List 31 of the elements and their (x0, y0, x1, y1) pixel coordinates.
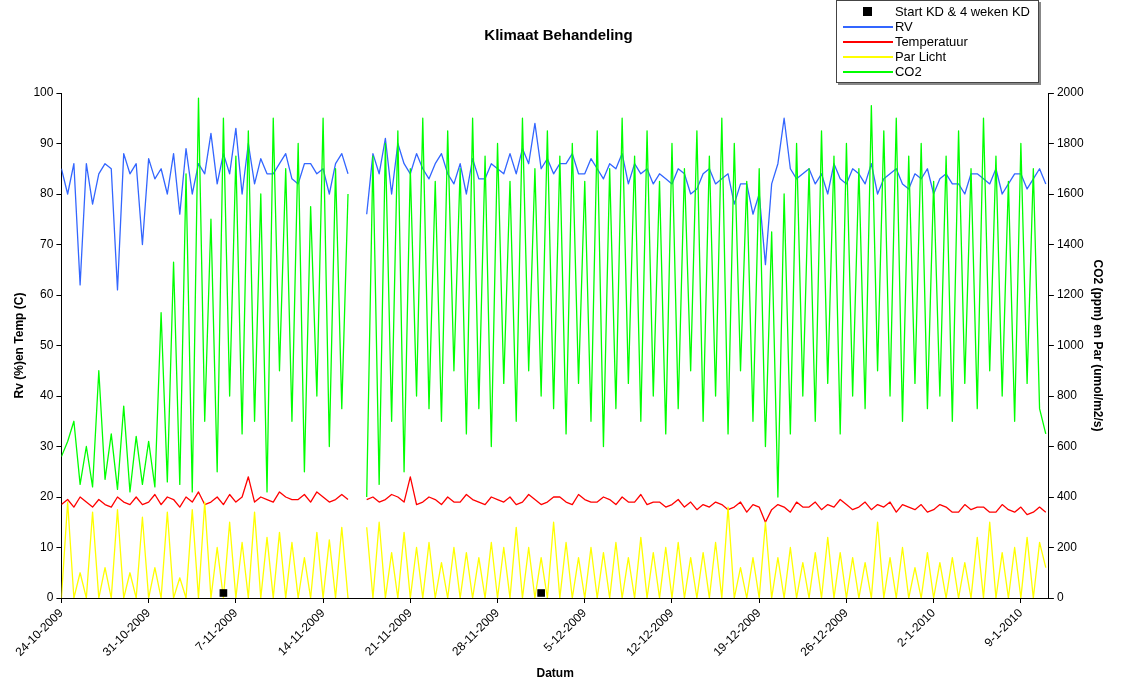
x-axis-title: Datum (536, 666, 574, 681)
y2-tick-label: 1000 (1056, 337, 1084, 352)
y2-tick-label: 800 (1056, 388, 1078, 403)
y-tick-label: 70 (40, 236, 54, 251)
chart-title: Klimaat Behandeling (484, 26, 633, 44)
y-axis-title: Rv (%)en Temp (C) (11, 292, 26, 399)
y-tick-label: 10 (40, 539, 54, 554)
y2-tick-label: 2000 (1056, 85, 1084, 100)
legend-label: Start KD & 4 weken KD (894, 4, 1030, 19)
y-tick-label: 100 (33, 85, 54, 100)
y-tick-label: 50 (40, 337, 54, 352)
y-tick-label: 30 (40, 438, 54, 453)
legend-label: RV (894, 19, 913, 34)
y2-tick-label: 1200 (1056, 287, 1084, 302)
y2-tick-label: 600 (1056, 438, 1078, 453)
y2-tick-label: 1400 (1056, 236, 1084, 251)
y-tick-label: 60 (40, 287, 54, 302)
y2-tick-label: 0 (1056, 590, 1064, 605)
legend-label: Par Licht (894, 49, 947, 64)
y-tick-label: 0 (46, 590, 54, 605)
y2-tick-label: 1600 (1056, 186, 1084, 201)
y-tick-label: 40 (40, 388, 54, 403)
y2-tick-label: 1800 (1056, 135, 1084, 150)
legend-label: Temperatuur (894, 34, 968, 49)
y-tick-label: 20 (40, 489, 54, 504)
y-tick-label: 90 (40, 135, 54, 150)
y2-tick-label: 200 (1056, 539, 1078, 554)
y2-tick-label: 400 (1056, 489, 1078, 504)
legend-label: CO2 (894, 64, 922, 79)
y2-axis-title: CO2 (ppm) en Par (umol/m2/s) (1091, 259, 1106, 432)
y-tick-label: 80 (40, 186, 54, 201)
